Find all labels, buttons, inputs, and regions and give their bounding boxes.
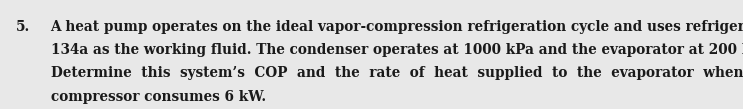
Text: 134a as the working fluid. The condenser operates at 1000 kPa and the evaporator: 134a as the working fluid. The condenser… (51, 43, 743, 57)
Text: compressor consumes 6 kW.: compressor consumes 6 kW. (51, 90, 266, 104)
Text: Determine  this  system’s  COP  and  the  rate  of  heat  supplied  to  the  eva: Determine this system’s COP and the rate… (51, 66, 743, 80)
Text: 5.: 5. (16, 20, 30, 34)
Text: A heat pump operates on the ideal vapor-compression refrigeration cycle and uses: A heat pump operates on the ideal vapor-… (51, 20, 743, 34)
